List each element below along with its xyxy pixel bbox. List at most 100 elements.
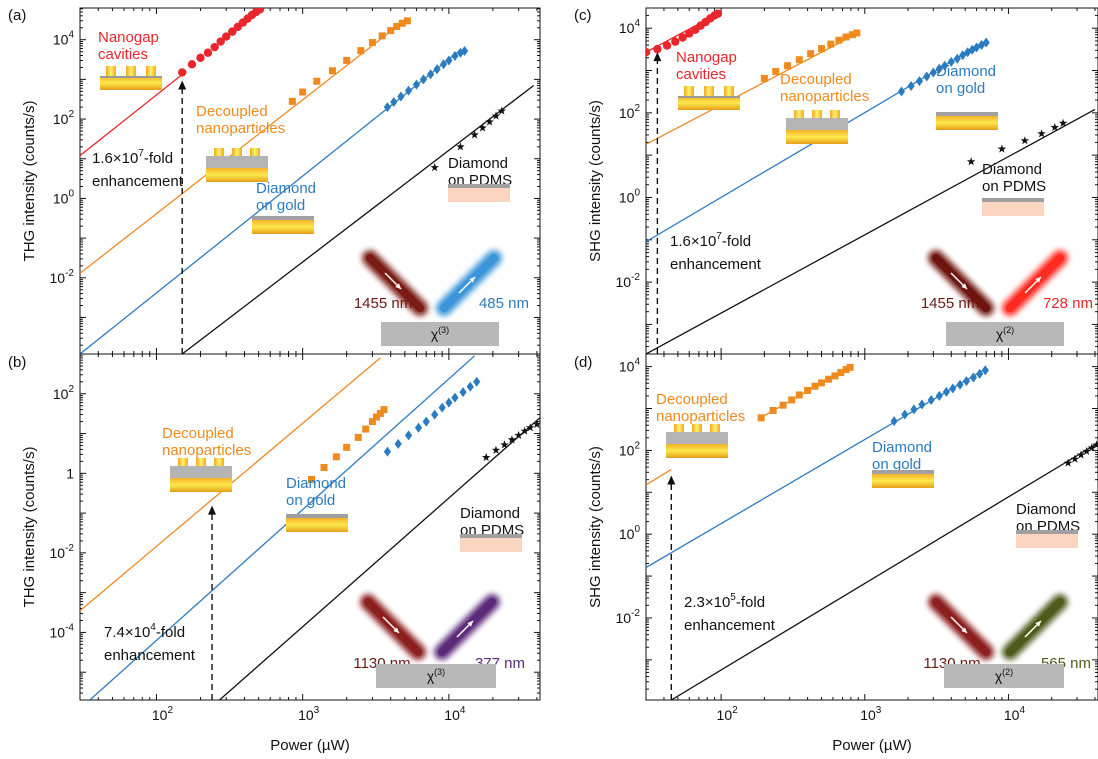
pdms-substrate [460, 538, 522, 552]
data-point [835, 36, 843, 44]
fit-line [646, 108, 1096, 354]
output-beam [1002, 250, 1068, 316]
plot-frame [645, 353, 1098, 701]
data-point [456, 142, 465, 151]
data-point [419, 74, 428, 85]
nanocube [724, 86, 734, 96]
data-point [357, 47, 365, 55]
data-point [404, 85, 413, 96]
series-label: on gold [872, 456, 921, 473]
sample-illustration [100, 66, 162, 90]
plot-area [80, 8, 535, 354]
spacer-layer [170, 466, 232, 478]
data-point [1050, 123, 1059, 132]
sample-illustration [1016, 530, 1078, 548]
sample-illustration [786, 110, 848, 144]
series-nanogap-cavities [646, 9, 723, 57]
series-label: Diamond [936, 63, 996, 80]
output-wavelength: 728 nm [1043, 295, 1093, 312]
series-label: on PDMS [982, 178, 1046, 195]
gold-substrate [100, 76, 162, 90]
data-point [473, 376, 481, 387]
y-tick-label: 102 [619, 103, 641, 121]
data-point [935, 63, 943, 74]
data-point [485, 117, 494, 126]
data-point [956, 379, 964, 390]
x-tick-label: 103 [298, 705, 320, 723]
data-point [177, 68, 187, 77]
data-point [368, 418, 376, 426]
pdms-substrate [448, 188, 510, 202]
arrow-head [667, 475, 676, 485]
enhancement-arrow [653, 52, 662, 354]
x-tick-label: 103 [860, 705, 882, 723]
data-point [927, 394, 935, 405]
data-point [210, 42, 219, 52]
data-point [1092, 440, 1098, 449]
nanoparticle [674, 424, 684, 432]
data-point [760, 74, 768, 82]
enhancement-arrow [208, 505, 217, 700]
arrow-head [208, 505, 217, 515]
enhancement-arrow [178, 80, 187, 354]
data-point [646, 48, 651, 57]
data-point [827, 40, 835, 48]
series-label: Diamond [448, 155, 508, 172]
y-axis-label: THG intensity (counts/s) [21, 447, 38, 608]
data-point [769, 406, 777, 414]
y-tick-label: 10-2 [50, 543, 75, 561]
nanoparticle [250, 148, 260, 156]
data-point [491, 111, 501, 120]
series-label: Diamond [1016, 501, 1076, 518]
data-point [897, 86, 906, 97]
gold-substrate [936, 116, 998, 130]
series-label: Diamond [460, 505, 520, 522]
data-point [966, 157, 976, 166]
y-tick-label: 100 [619, 524, 641, 542]
input-beam [360, 594, 426, 660]
diamond-film [460, 534, 522, 538]
enhancement-word: enhancement [670, 256, 762, 273]
series-diamond-on-gold [89, 355, 481, 700]
data-point [1058, 118, 1068, 127]
chi-label: χ(3) [431, 325, 449, 342]
y-axis-label: SHG intensity (counts/s) [587, 100, 604, 262]
chi-label: χ(3) [427, 667, 445, 684]
data-point [431, 409, 439, 420]
enhancement-factor: 1.6×107-fold [92, 148, 173, 167]
data-point [514, 430, 523, 439]
data-point [466, 381, 474, 392]
data-point [354, 433, 362, 441]
diamond-film [448, 184, 510, 188]
data-point [491, 445, 501, 454]
y-tick-label: 104 [619, 357, 641, 375]
spacer-layer [100, 76, 162, 78]
data-point [941, 60, 949, 71]
nanocube [146, 66, 156, 76]
beam-arrowhead [467, 621, 473, 627]
data-point [320, 464, 328, 472]
data-point [343, 443, 351, 451]
sample-illustration [252, 216, 314, 234]
gold-substrate [872, 474, 934, 488]
y-axis-label: SHG intensity (counts/s) [587, 446, 604, 608]
gold-substrate [206, 168, 268, 182]
data-point [757, 414, 765, 422]
data-point [376, 409, 384, 417]
input-beam [928, 594, 994, 660]
data-point [470, 130, 479, 139]
data-point [818, 379, 826, 387]
input-wavelength: 1455 nm [921, 295, 979, 312]
data-point [438, 402, 446, 413]
data-point [788, 396, 796, 404]
data-point [433, 64, 441, 75]
data-point [216, 37, 225, 46]
diamond-film [982, 198, 1044, 202]
data-point [532, 419, 540, 428]
pdms-substrate [982, 202, 1044, 216]
data-point [373, 413, 381, 421]
diamond-film [1016, 530, 1078, 534]
data-point [837, 369, 845, 377]
y-tick-label: 10-4 [50, 622, 75, 640]
series-decoupled-nanoparticles [80, 17, 411, 274]
